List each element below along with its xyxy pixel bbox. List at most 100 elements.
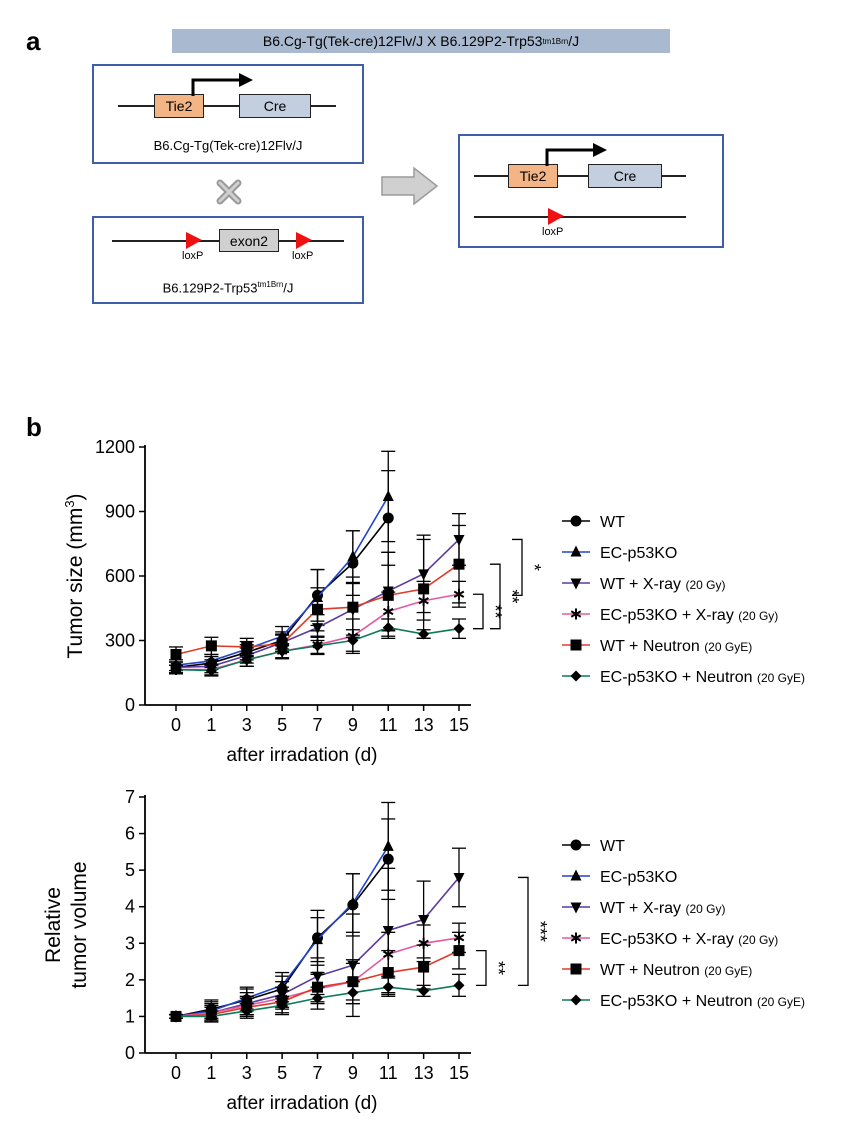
data-point xyxy=(570,515,582,527)
data-point xyxy=(570,869,582,881)
x-tick-label: 1 xyxy=(206,715,216,735)
bracket-line xyxy=(512,538,523,597)
x-tick-label: 7 xyxy=(312,715,322,735)
data-point xyxy=(418,985,430,997)
data-point xyxy=(418,961,430,973)
legend-item: EC-p53KO + X-ray (20 Gy) xyxy=(562,607,778,624)
tek-cre-construct-box: Tie2 Cre B6.Cg-Tg(Tek-cre)12Flv/J xyxy=(92,64,364,164)
legend-item: EC-p53KO + Neutron (20 GyE) xyxy=(562,993,805,1010)
x-tick-label: 13 xyxy=(414,715,434,735)
x-tick-label: 3 xyxy=(242,1063,252,1083)
significance-bracket: ** xyxy=(473,593,505,630)
significance-bracket: *** xyxy=(518,876,550,986)
header-suffix: /J xyxy=(568,33,580,49)
data-point xyxy=(205,1010,217,1022)
cross-header: B6.Cg-Tg(Tek-cre)12Flv/J X B6.129P2-Trp5… xyxy=(172,29,670,53)
legend-item: EC-p53KO + Neutron (20 GyE) xyxy=(562,669,805,686)
data-point xyxy=(170,1010,182,1022)
data-point xyxy=(312,992,323,1004)
data-point xyxy=(276,638,288,650)
x-tick-label: 13 xyxy=(414,1063,434,1083)
y-axis-label-line1: Relative xyxy=(42,887,65,963)
legend-item: WT + Neutron (20 GyE) xyxy=(562,962,752,979)
series-wt-neutron xyxy=(169,524,466,663)
x-tick-label: 0 xyxy=(171,1063,181,1083)
data-point xyxy=(382,967,394,979)
x-tick-label: 15 xyxy=(449,715,469,735)
data-point xyxy=(382,489,394,501)
loxp-triangle-icon xyxy=(548,208,564,225)
data-point xyxy=(382,589,394,601)
transcription-arrow-icon xyxy=(191,73,253,96)
bracket-line xyxy=(518,876,529,986)
data-point xyxy=(241,1005,253,1017)
legend-item: WT xyxy=(562,514,625,531)
loxp-label: loxP xyxy=(292,250,314,262)
loxp-label: loxP xyxy=(542,226,564,238)
significance-bracket: * xyxy=(512,538,544,597)
significance-bracket: ** xyxy=(490,563,522,630)
legend-label: EC-p53KO + X-ray (20 Gy) xyxy=(600,607,778,624)
x-tick-label: 11 xyxy=(379,715,398,735)
tie2-promoter-box: Tie2 xyxy=(508,164,558,188)
data-point xyxy=(453,623,465,635)
data-point xyxy=(170,664,182,676)
y-tick-label: 600 xyxy=(105,566,135,586)
significance-label: * xyxy=(524,564,544,571)
data-point xyxy=(570,639,582,651)
strain2-suffix: /J xyxy=(283,280,294,296)
x-tick-label: 0 xyxy=(171,715,181,735)
y-tick-label: 3 xyxy=(125,933,135,953)
x-tick-label: 9 xyxy=(348,1063,358,1083)
y-tick-label: 2 xyxy=(125,970,135,990)
data-point xyxy=(418,915,430,927)
series-ec-p53ko-neutron xyxy=(169,618,466,677)
bracket-line xyxy=(473,593,484,630)
legend-item: WT xyxy=(562,838,625,855)
legend-item: EC-p53KO xyxy=(562,869,677,886)
y-tick-label: 1200 xyxy=(95,437,135,457)
y-tick-label: 4 xyxy=(125,897,135,917)
data-point xyxy=(312,933,323,945)
data-point xyxy=(453,945,465,957)
legend-label: WT + Neutron (20 GyE) xyxy=(600,638,752,655)
legend-label: WT xyxy=(600,514,625,531)
significance-bracket: ** xyxy=(476,949,508,986)
data-point xyxy=(382,925,394,937)
data-point xyxy=(570,670,582,682)
offspring-construct-box: Tie2 Cre loxP xyxy=(458,134,724,248)
data-point xyxy=(570,902,582,914)
legend-label: EC-p53KO xyxy=(600,545,677,562)
legend-label: WT + X-ray (20 Gy) xyxy=(600,576,726,593)
legend-item: WT + Neutron (20 GyE) xyxy=(562,638,752,655)
data-point xyxy=(570,839,582,851)
data-point xyxy=(347,987,359,999)
legend-item: EC-p53KO + X-ray (20 Gy) xyxy=(562,931,778,948)
data-point xyxy=(453,558,465,570)
legend-label: EC-p53KO xyxy=(600,869,677,886)
data-point xyxy=(418,628,430,640)
data-point xyxy=(570,608,582,620)
strain2-caption: B6.129P2-Trp53tm1Brn/J xyxy=(94,280,362,295)
series-ec-p53ko-neutron xyxy=(169,973,466,1023)
x-tick-label: 1 xyxy=(206,1063,216,1083)
data-point xyxy=(170,648,182,660)
y-axis-label-line2: tumor volume xyxy=(68,861,91,988)
data-point xyxy=(205,665,217,677)
x-tick-label: 5 xyxy=(277,1063,287,1083)
significance-label: ** xyxy=(488,961,508,975)
data-point xyxy=(453,872,465,884)
x-tick-label: 3 xyxy=(242,715,252,735)
cre-gene-box: Cre xyxy=(588,164,662,188)
data-point xyxy=(312,603,323,615)
x-axis-label: after irradation (d) xyxy=(226,745,377,766)
data-point xyxy=(570,932,582,944)
tie2-promoter-box: Tie2 xyxy=(154,94,204,118)
cre-gene-box: Cre xyxy=(239,94,311,118)
strain2-text: B6.129P2-Trp53 xyxy=(162,280,258,296)
cross-icon xyxy=(216,179,242,205)
panel-a-label: a xyxy=(26,26,41,56)
x-tick-label: 11 xyxy=(379,1063,398,1083)
legend-item: EC-p53KO xyxy=(562,545,677,562)
